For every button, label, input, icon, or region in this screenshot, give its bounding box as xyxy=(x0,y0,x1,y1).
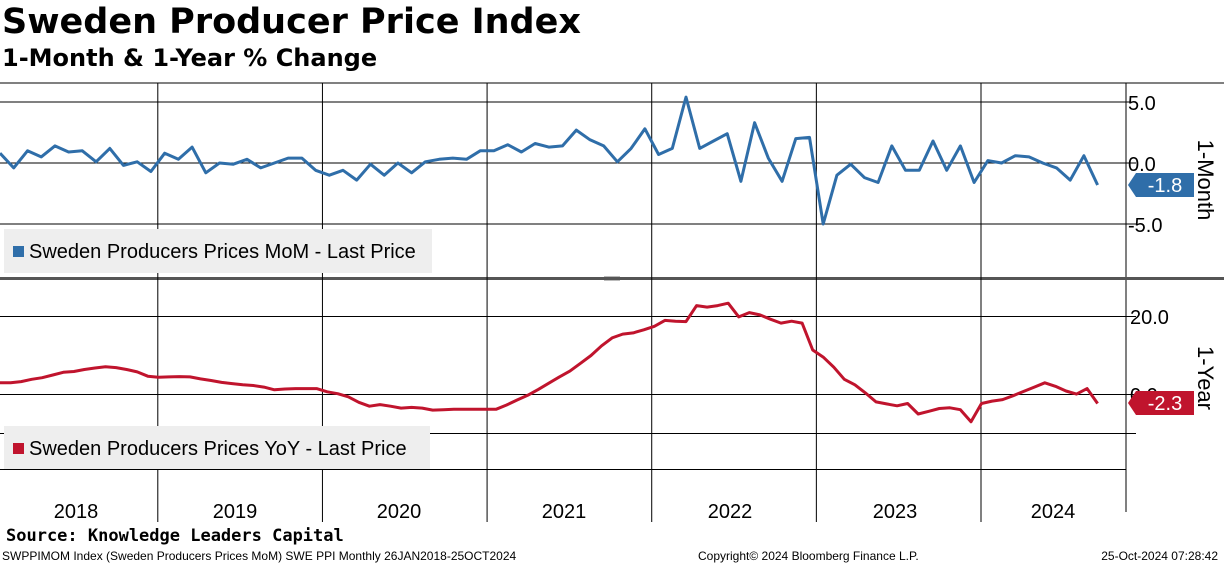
yoy-last-value: -2.3 xyxy=(1148,393,1182,415)
x-tick-label: 2021 xyxy=(542,501,587,523)
copyright: Copyright© 2024 Bloomberg Finance L.P. xyxy=(698,549,919,563)
index-info: SWPPIMOM Index (Sweden Producers Prices … xyxy=(2,549,517,563)
mom-ytick-label: 0.0 xyxy=(1128,154,1156,176)
mom-legend-swatch xyxy=(13,246,24,257)
source-note: Source: Knowledge Leaders Capital xyxy=(6,526,344,546)
x-tick-label: 2023 xyxy=(873,501,918,523)
mom-series-line xyxy=(0,95,1099,226)
x-tick-label: 2020 xyxy=(377,501,422,523)
mom-ytick-label: 5.0 xyxy=(1128,93,1156,115)
yoy-legend[interactable]: Sweden Producers Prices YoY - Last Price xyxy=(4,426,430,469)
yoy-legend-label: Sweden Producers Prices YoY - Last Price xyxy=(29,438,407,460)
x-tick-label: 2019 xyxy=(213,501,258,523)
mom-last-value-tag: -1.8 xyxy=(1128,173,1194,197)
yoy-legend-swatch xyxy=(13,443,24,454)
mom-legend[interactable]: Sweden Producers Prices MoM - Last Price xyxy=(4,229,432,273)
x-tick-label: 2024 xyxy=(1031,501,1076,523)
x-tick-label: 2018 xyxy=(54,501,99,523)
yoy-series-line xyxy=(0,301,1099,424)
mom-axis-title: 1-Month xyxy=(1193,140,1218,221)
yoy-ytick-label: 20.0 xyxy=(1130,307,1169,329)
yoy-axis-title: 1-Year xyxy=(1193,346,1218,410)
chart-subtitle: 1-Month & 1-Year % Change xyxy=(2,44,378,72)
yoy-last-value-tag: -2.3 xyxy=(1128,391,1194,415)
x-tick-label: 2022 xyxy=(708,501,753,523)
chart-title: Sweden Producer Price Index xyxy=(2,2,581,42)
timestamp: 25-Oct-2024 07:28:42 xyxy=(1101,549,1218,563)
mom-last-value: -1.8 xyxy=(1148,175,1182,197)
mom-legend-label: Sweden Producers Prices MoM - Last Price xyxy=(29,241,416,263)
mom-ytick-label: -5.0 xyxy=(1128,215,1162,237)
